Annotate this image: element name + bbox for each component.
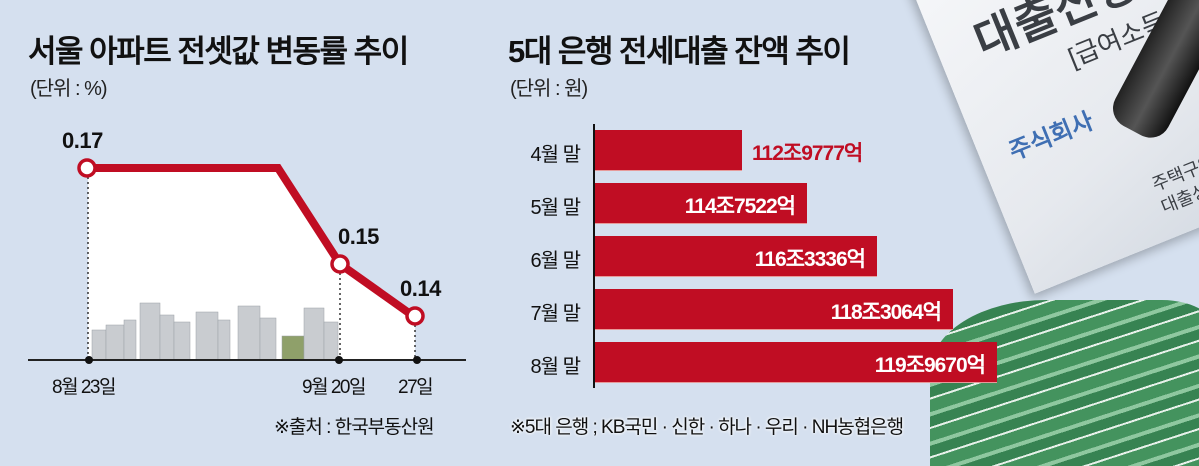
- bar-value-label: 118조3064억: [830, 301, 942, 324]
- bar-category: 8월 말: [530, 356, 581, 378]
- bar: 114조7522억: [595, 183, 807, 223]
- axis-tick-dot: [413, 356, 421, 364]
- data-point: [405, 306, 425, 326]
- line-chart: [28, 158, 466, 364]
- bar: 119조9670억: [595, 342, 997, 382]
- bar-chart-axis: [593, 124, 595, 388]
- apartment-buildings-image: [91, 302, 339, 361]
- bar: [595, 130, 742, 170]
- x-tick-label-2: 9월 20일: [302, 377, 366, 398]
- bar-category: 4월 말: [530, 144, 581, 166]
- bar: 116조3336억: [595, 236, 877, 276]
- bar-value-label: 114조7522억: [684, 195, 796, 218]
- axis-tick-dot: [335, 356, 343, 364]
- area-fill: [88, 168, 415, 360]
- left-chart-unit: (단위 : %): [30, 78, 108, 100]
- right-chart-unit: (단위 : 원): [510, 78, 588, 100]
- left-chart-title: 서울 아파트 전셋값 변동률 추이: [28, 34, 409, 69]
- data-point: [77, 158, 97, 178]
- bar-category: 7월 말: [530, 303, 581, 325]
- bar-category: 6월 말: [530, 250, 581, 272]
- bar-category: 5월 말: [530, 197, 581, 219]
- bar: 118조3064억: [595, 289, 953, 329]
- x-tick-label-3: 27일: [398, 377, 434, 398]
- point-label-3: 0.14: [400, 276, 441, 301]
- bar-value-label: 119조9670억: [874, 354, 986, 377]
- paper-company: 주식회사: [1005, 107, 1098, 166]
- x-tick-label-1: 8월 23일: [52, 377, 116, 398]
- axis-tick-dot: [85, 356, 93, 364]
- right-chart-title: 5대 은행 전세대출 잔액 추이: [508, 34, 851, 69]
- data-line: [87, 164, 419, 322]
- bar-value-label: 112조9777억: [752, 142, 863, 165]
- left-chart-source: ※출처 : 한국부동산원: [274, 417, 435, 438]
- point-label-1: 0.17: [62, 128, 103, 153]
- point-label-2: 0.15: [338, 224, 379, 249]
- right-chart-note: ※5대 은행 ; KB국민 · 신한 · 하나 · 우리 · NH농협은행: [510, 417, 904, 438]
- bar-value-label: 116조3336억: [754, 248, 866, 271]
- data-point: [330, 254, 350, 274]
- money-stack-image: [930, 300, 1199, 466]
